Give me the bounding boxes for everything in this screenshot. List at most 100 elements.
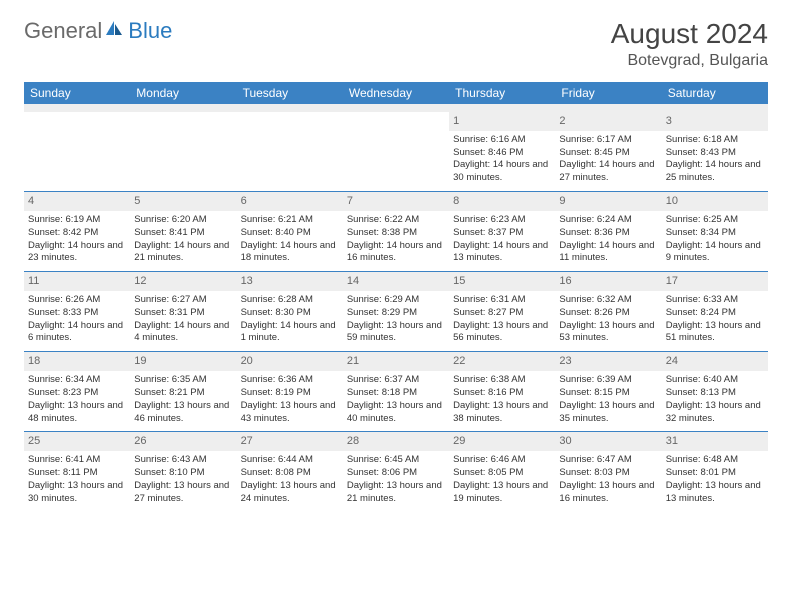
daylight-text: Daylight: 13 hours and 35 minutes. <box>559 400 657 426</box>
sunrise-text: Sunrise: 6:29 AM <box>347 294 445 307</box>
sunset-text: Sunset: 8:10 PM <box>134 467 232 480</box>
week-row: 18Sunrise: 6:34 AMSunset: 8:23 PMDayligh… <box>24 351 768 431</box>
day-cell: 13 Sunrise: 6:28 AMSunset: 8:30 PMDayligh… <box>237 272 343 351</box>
day-cell: 30Sunrise: 6:47 AMSunset: 8:03 PMDayligh… <box>555 432 661 511</box>
day-number: 13 <box>237 272 343 291</box>
sunset-text: Sunset: 8:03 PM <box>559 467 657 480</box>
day-cell: 18Sunrise: 6:34 AMSunset: 8:23 PMDayligh… <box>24 352 130 431</box>
sunset-text: Sunset: 8:01 PM <box>666 467 764 480</box>
calendar: SundayMondayTuesdayWednesdayThursdayFrid… <box>24 82 768 511</box>
sunrise-text: Sunrise: 6:44 AM <box>241 454 339 467</box>
day-number: 8 <box>449 192 555 211</box>
day-cell: . <box>343 112 449 191</box>
sunset-text: Sunset: 8:27 PM <box>453 307 551 320</box>
day-cell: 9Sunrise: 6:24 AMSunset: 8:36 PMDaylight… <box>555 192 661 271</box>
daylight-text: Daylight: 13 hours and 43 minutes. <box>241 400 339 426</box>
day-number: 30 <box>555 432 661 451</box>
day-number: 22 <box>449 352 555 371</box>
day-number: 28 <box>343 432 449 451</box>
dow-cell: Friday <box>555 82 661 104</box>
day-number: 29 <box>449 432 555 451</box>
day-cell: . <box>237 112 343 191</box>
sunset-text: Sunset: 8:21 PM <box>134 387 232 400</box>
day-of-week-header: SundayMondayTuesdayWednesdayThursdayFrid… <box>24 82 768 104</box>
daylight-text: Daylight: 13 hours and 48 minutes. <box>28 400 126 426</box>
day-cell: 12 Sunrise: 6:27 AMSunset: 8:31 PMDayligh… <box>130 272 236 351</box>
month-title: August 2024 <box>611 18 768 50</box>
sunset-text: Sunset: 8:18 PM <box>347 387 445 400</box>
sunrise-text: Sunrise: 6:48 AM <box>666 454 764 467</box>
day-cell: 17Sunrise: 6:33 AMSunset: 8:24 PMDayligh… <box>662 272 768 351</box>
sunset-text: Sunset: 8:24 PM <box>666 307 764 320</box>
daylight-text: Daylight: 13 hours and 56 minutes. <box>453 320 551 346</box>
sunset-text: Sunset: 8:31 PM <box>134 307 232 320</box>
header: General Blue August 2024 Botevgrad, Bulg… <box>24 18 768 70</box>
daylight-text: Daylight: 14 hours and 11 minutes. <box>559 240 657 266</box>
day-number: 19 <box>130 352 236 371</box>
sail-icon <box>104 19 124 44</box>
spacer <box>24 104 768 112</box>
daylight-text: Daylight: 14 hours and 9 minutes. <box>666 240 764 266</box>
day-cell: 28Sunrise: 6:45 AMSunset: 8:06 PMDayligh… <box>343 432 449 511</box>
daylight-text: Daylight: 14 hours and 13 minutes. <box>453 240 551 266</box>
day-cell: 6Sunrise: 6:21 AMSunset: 8:40 PMDaylight… <box>237 192 343 271</box>
daylight-text: Daylight: 14 hours and 6 minutes. <box>28 320 126 346</box>
sunrise-text: Sunrise: 6:27 AM <box>134 294 232 307</box>
logo-text-1: General <box>24 18 102 44</box>
sunrise-text: Sunrise: 6:26 AM <box>28 294 126 307</box>
day-cell: 1Sunrise: 6:16 AMSunset: 8:46 PMDaylight… <box>449 112 555 191</box>
sunrise-text: Sunrise: 6:32 AM <box>559 294 657 307</box>
sunset-text: Sunset: 8:30 PM <box>241 307 339 320</box>
sunrise-text: Sunrise: 6:20 AM <box>134 214 232 227</box>
daylight-text: Daylight: 14 hours and 23 minutes. <box>28 240 126 266</box>
sunrise-text: Sunrise: 6:39 AM <box>559 374 657 387</box>
week-row: 25Sunrise: 6:41 AMSunset: 8:11 PMDayligh… <box>24 431 768 511</box>
sunrise-text: Sunrise: 6:47 AM <box>559 454 657 467</box>
day-number: 11 <box>24 272 130 291</box>
sunset-text: Sunset: 8:42 PM <box>28 227 126 240</box>
day-cell: 26Sunrise: 6:43 AMSunset: 8:10 PMDayligh… <box>130 432 236 511</box>
day-number: 20 <box>237 352 343 371</box>
day-cell: 31Sunrise: 6:48 AMSunset: 8:01 PMDayligh… <box>662 432 768 511</box>
day-cell: 19Sunrise: 6:35 AMSunset: 8:21 PMDayligh… <box>130 352 236 431</box>
day-number: 14 <box>343 272 449 291</box>
sunrise-text: Sunrise: 6:28 AM <box>241 294 339 307</box>
daylight-text: Daylight: 14 hours and 18 minutes. <box>241 240 339 266</box>
daylight-text: Daylight: 13 hours and 59 minutes. <box>347 320 445 346</box>
sunrise-text: Sunrise: 6:38 AM <box>453 374 551 387</box>
sunset-text: Sunset: 8:40 PM <box>241 227 339 240</box>
daylight-text: Daylight: 13 hours and 53 minutes. <box>559 320 657 346</box>
sunrise-text: Sunrise: 6:25 AM <box>666 214 764 227</box>
daylight-text: Daylight: 13 hours and 27 minutes. <box>134 480 232 506</box>
sunset-text: Sunset: 8:08 PM <box>241 467 339 480</box>
day-cell: 29Sunrise: 6:46 AMSunset: 8:05 PMDayligh… <box>449 432 555 511</box>
sunrise-text: Sunrise: 6:34 AM <box>28 374 126 387</box>
week-row: ....1Sunrise: 6:16 AMSunset: 8:46 PMDayl… <box>24 112 768 191</box>
day-cell: 16Sunrise: 6:32 AMSunset: 8:26 PMDayligh… <box>555 272 661 351</box>
daylight-text: Daylight: 14 hours and 1 minute. <box>241 320 339 346</box>
sunset-text: Sunset: 8:45 PM <box>559 147 657 160</box>
sunrise-text: Sunrise: 6:19 AM <box>28 214 126 227</box>
day-number: 26 <box>130 432 236 451</box>
weeks-container: ....1Sunrise: 6:16 AMSunset: 8:46 PMDayl… <box>24 112 768 511</box>
day-number: 23 <box>555 352 661 371</box>
day-number: 17 <box>662 272 768 291</box>
sunrise-text: Sunrise: 6:24 AM <box>559 214 657 227</box>
daylight-text: Daylight: 13 hours and 38 minutes. <box>453 400 551 426</box>
day-number: 24 <box>662 352 768 371</box>
day-number: 15 <box>449 272 555 291</box>
dow-cell: Sunday <box>24 82 130 104</box>
day-number: 12 <box>130 272 236 291</box>
sunrise-text: Sunrise: 6:46 AM <box>453 454 551 467</box>
day-number: 6 <box>237 192 343 211</box>
day-cell: 23Sunrise: 6:39 AMSunset: 8:15 PMDayligh… <box>555 352 661 431</box>
sunset-text: Sunset: 8:43 PM <box>666 147 764 160</box>
sunrise-text: Sunrise: 6:23 AM <box>453 214 551 227</box>
day-cell: 5Sunrise: 6:20 AMSunset: 8:41 PMDaylight… <box>130 192 236 271</box>
daylight-text: Daylight: 14 hours and 25 minutes. <box>666 159 764 185</box>
sunrise-text: Sunrise: 6:40 AM <box>666 374 764 387</box>
daylight-text: Daylight: 14 hours and 4 minutes. <box>134 320 232 346</box>
sunset-text: Sunset: 8:11 PM <box>28 467 126 480</box>
day-number: 9 <box>555 192 661 211</box>
daylight-text: Daylight: 14 hours and 30 minutes. <box>453 159 551 185</box>
